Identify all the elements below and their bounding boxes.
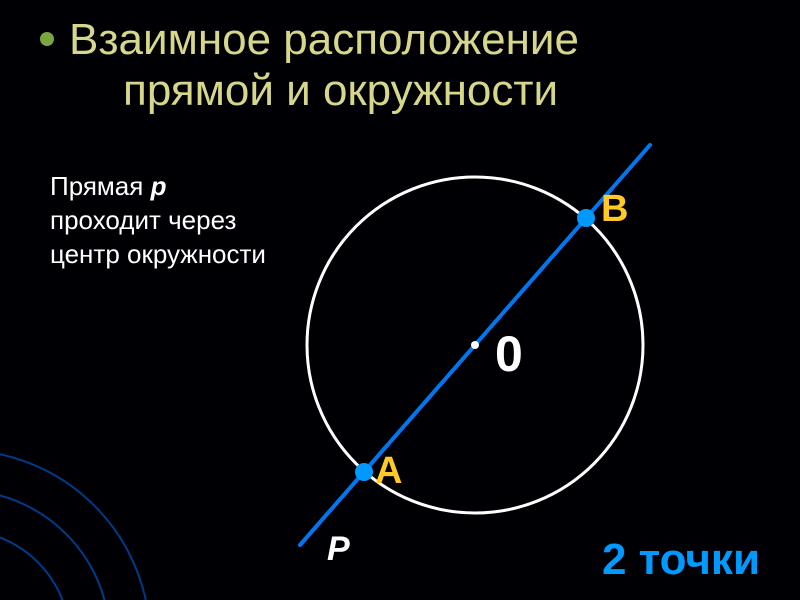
label-O: 0 (495, 325, 523, 383)
corner-arcs (0, 390, 210, 600)
body-post: проходит через центр окружности (50, 205, 266, 269)
bullet-icon (40, 32, 54, 46)
title-line-2-text: прямой и окружности (123, 66, 558, 115)
diagram: В 0 А P (235, 150, 715, 570)
body-var: p (151, 171, 167, 201)
diagram-svg (235, 150, 715, 570)
slide-title: Взаимное расположение прямой и окружност… (40, 15, 740, 116)
corner-arcs-svg (0, 390, 210, 600)
footer-text: 2 точки (602, 535, 760, 585)
slide-root: Взаимное расположение прямой и окружност… (0, 0, 800, 600)
title-line-2: прямой и окружности (69, 66, 579, 117)
label-B: В (601, 188, 628, 231)
body-pre: Прямая (50, 171, 151, 201)
title-line-1: Взаимное расположение (69, 15, 579, 66)
label-A: А (375, 450, 402, 493)
label-P: P (327, 530, 350, 569)
